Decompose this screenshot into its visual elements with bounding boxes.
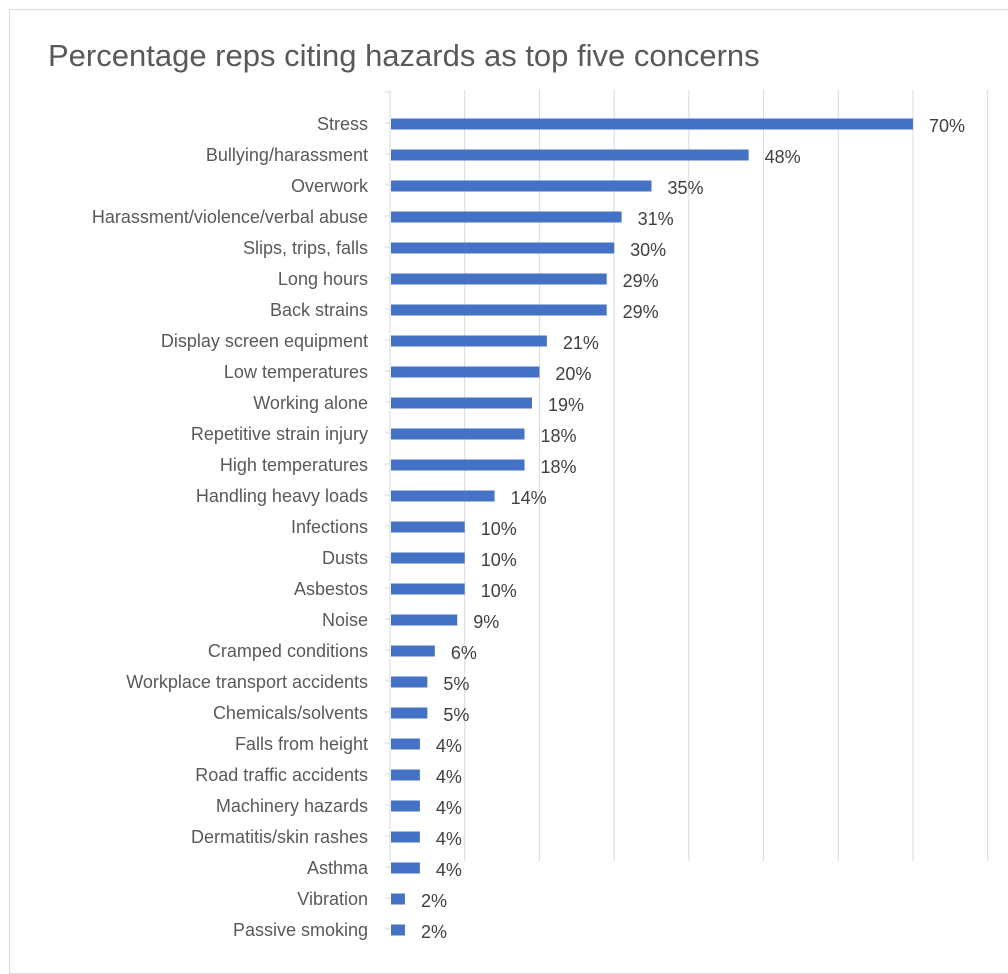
value-label: 4% [436, 736, 462, 756]
value-label: 10% [481, 519, 517, 539]
bar-13 [391, 521, 465, 533]
chart-title: Percentage reps citing hazards as top fi… [48, 38, 760, 73]
category-label: Falls from height [235, 734, 368, 754]
value-label: 10% [481, 581, 517, 601]
category-label: Harassment/violence/verbal abuse [92, 207, 368, 227]
category-label: Handling heavy loads [196, 486, 368, 506]
bar-4 [391, 242, 615, 254]
chart-frame [9, 9, 1008, 974]
category-label: Asthma [307, 858, 369, 878]
bar-25 [391, 893, 405, 905]
bar-9 [391, 397, 532, 409]
category-label: Asbestos [294, 579, 368, 599]
category-label: Cramped conditions [208, 641, 368, 661]
category-label: Noise [322, 610, 368, 630]
bar-14 [391, 552, 465, 564]
value-label: 18% [540, 457, 576, 477]
bar-22 [391, 800, 420, 812]
bar-8 [391, 366, 540, 378]
value-label: 70% [929, 116, 965, 136]
category-label: Passive smoking [233, 920, 368, 940]
value-label: 21% [563, 333, 599, 353]
value-label: 5% [443, 705, 469, 725]
category-label: Stress [317, 114, 368, 134]
value-label: 6% [451, 643, 477, 663]
value-label: 20% [555, 364, 591, 384]
category-label: Repetitive strain injury [191, 424, 368, 444]
bar-21 [391, 769, 420, 781]
category-label: Infections [291, 517, 368, 537]
category-label: Machinery hazards [216, 796, 368, 816]
value-label: 19% [548, 395, 584, 415]
bar-12 [391, 490, 495, 502]
value-label: 4% [436, 860, 462, 880]
value-label: 9% [473, 612, 499, 632]
value-label: 35% [668, 178, 704, 198]
bar-24 [391, 862, 420, 874]
bar-19 [391, 707, 428, 719]
category-label: Back strains [270, 300, 368, 320]
bar-2 [391, 180, 652, 192]
category-label: Workplace transport accidents [126, 672, 368, 692]
category-label: Long hours [278, 269, 368, 289]
bar-7 [391, 335, 547, 347]
bar-0 [391, 118, 913, 130]
value-label: 5% [443, 674, 469, 694]
category-label: Display screen equipment [161, 331, 368, 351]
bar-20 [391, 738, 420, 750]
value-label: 18% [540, 426, 576, 446]
category-label: Dermatitis/skin rashes [191, 827, 368, 847]
bar-10 [391, 428, 525, 440]
category-label: Bullying/harassment [206, 145, 368, 165]
value-label: 10% [481, 550, 517, 570]
bar-15 [391, 583, 465, 595]
bar-16 [391, 614, 458, 626]
category-label: Slips, trips, falls [243, 238, 368, 258]
category-label: Chemicals/solvents [213, 703, 368, 723]
bar-1 [391, 149, 749, 161]
category-label: Overwork [291, 176, 369, 196]
category-label: High temperatures [220, 455, 368, 475]
bar-26 [391, 924, 405, 936]
value-label: 30% [630, 240, 666, 260]
value-label: 31% [638, 209, 674, 229]
value-label: 4% [436, 767, 462, 787]
value-label: 29% [623, 302, 659, 322]
bar-6 [391, 304, 607, 316]
bar-18 [391, 676, 428, 688]
value-label: 2% [421, 891, 447, 911]
category-label: Low temperatures [224, 362, 368, 382]
category-label: Vibration [297, 889, 368, 909]
bar-3 [391, 211, 622, 223]
value-label: 4% [436, 798, 462, 818]
value-label: 29% [623, 271, 659, 291]
bar-17 [391, 645, 435, 657]
category-label: Dusts [322, 548, 368, 568]
category-label: Road traffic accidents [195, 765, 368, 785]
category-label: Working alone [253, 393, 368, 413]
value-label: 2% [421, 922, 447, 942]
bar-23 [391, 831, 420, 843]
bar-5 [391, 273, 607, 285]
value-label: 48% [765, 147, 801, 167]
bar-11 [391, 459, 525, 471]
value-label: 4% [436, 829, 462, 849]
value-label: 14% [511, 488, 547, 508]
